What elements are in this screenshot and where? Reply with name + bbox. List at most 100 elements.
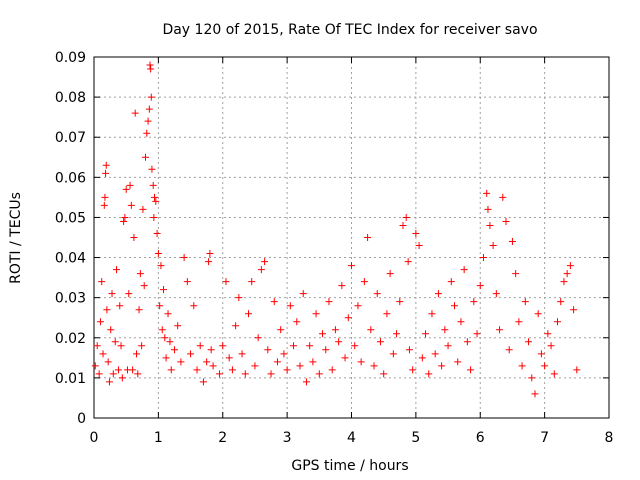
y-tick-label: 0.08 <box>55 90 86 106</box>
data-point <box>425 370 433 378</box>
data-point <box>107 326 115 334</box>
data-point <box>364 234 372 241</box>
data-point <box>102 169 110 177</box>
data-point <box>174 322 182 330</box>
data-point <box>315 370 323 378</box>
data-point <box>415 242 423 250</box>
data-point <box>451 302 458 310</box>
data-point <box>153 229 161 237</box>
data-point <box>515 318 523 326</box>
data-point <box>157 262 165 270</box>
x-tick-label: 8 <box>605 430 614 446</box>
data-point <box>131 109 139 117</box>
data-point <box>531 390 539 398</box>
data-point <box>573 366 581 374</box>
data-point <box>521 298 529 306</box>
data-point <box>205 258 213 266</box>
data-point <box>150 213 158 221</box>
data-point <box>140 282 148 290</box>
y-tick-label: 0.05 <box>55 210 86 226</box>
data-point <box>187 350 195 358</box>
data-point <box>122 185 130 193</box>
data-point <box>396 298 404 306</box>
data-point <box>370 362 378 370</box>
data-point <box>386 270 394 278</box>
data-point <box>261 258 269 266</box>
data-point <box>177 358 185 366</box>
data-point <box>473 330 481 338</box>
data-point <box>570 306 578 314</box>
data-point <box>547 342 555 350</box>
data-point <box>344 314 352 322</box>
data-point <box>248 278 256 286</box>
data-point <box>479 254 487 262</box>
data-point <box>120 217 128 225</box>
data-point <box>528 374 536 382</box>
data-point <box>206 250 214 258</box>
data-point <box>393 330 401 338</box>
data-point <box>91 362 99 370</box>
data-point <box>422 330 430 338</box>
data-point <box>319 330 327 338</box>
data-point <box>273 358 281 366</box>
data-point <box>190 302 198 310</box>
x-tick-label: 0 <box>90 430 99 446</box>
data-point <box>412 229 420 237</box>
x-tick-label: 6 <box>476 430 485 446</box>
data-point <box>544 330 552 338</box>
y-tick-label: 0.02 <box>55 331 86 347</box>
data-point <box>222 278 230 286</box>
data-point <box>557 298 565 306</box>
data-point <box>254 334 262 342</box>
y-tick-label: 0.01 <box>55 371 86 387</box>
data-point <box>232 322 240 330</box>
data-point <box>360 278 368 286</box>
data-point <box>389 350 397 358</box>
data-point <box>277 326 285 334</box>
data-point <box>132 350 140 358</box>
data-point <box>404 258 412 266</box>
data-point <box>113 266 121 274</box>
data-point <box>158 326 166 334</box>
data-point <box>103 306 111 314</box>
data-point <box>296 362 304 370</box>
y-tick-label: 0.03 <box>55 291 86 307</box>
data-point <box>286 302 294 310</box>
data-point <box>367 326 375 334</box>
data-point <box>118 374 126 382</box>
data-point <box>238 350 246 358</box>
data-point <box>104 358 112 366</box>
data-point <box>139 205 147 213</box>
data-point <box>492 290 500 298</box>
data-point <box>216 370 224 378</box>
data-point <box>264 346 272 354</box>
data-point <box>135 306 143 314</box>
data-point <box>117 342 125 350</box>
data-point <box>348 262 355 270</box>
data-point <box>502 217 510 225</box>
chart-title: Day 120 of 2015, Rate Of TEC Index for r… <box>162 22 537 38</box>
data-point <box>306 342 314 350</box>
data-point <box>125 290 133 298</box>
data-point <box>550 370 558 378</box>
data-point <box>95 370 103 378</box>
data-point <box>431 350 439 358</box>
data-point <box>447 278 455 286</box>
data-point <box>534 310 542 318</box>
data-point <box>228 366 236 374</box>
data-point <box>183 278 191 286</box>
data-point <box>148 165 156 173</box>
data-point <box>145 105 153 113</box>
data-point <box>508 238 516 246</box>
data-point <box>357 358 365 366</box>
data-point <box>105 378 113 386</box>
data-point <box>560 278 568 286</box>
data-point <box>161 334 169 342</box>
data-point <box>312 310 320 318</box>
x-tick-label: 5 <box>411 430 420 446</box>
data-point <box>463 338 471 346</box>
y-tick-label: 0.09 <box>55 50 86 66</box>
data-point <box>126 181 134 189</box>
data-point <box>566 262 574 270</box>
data-point <box>335 338 343 346</box>
